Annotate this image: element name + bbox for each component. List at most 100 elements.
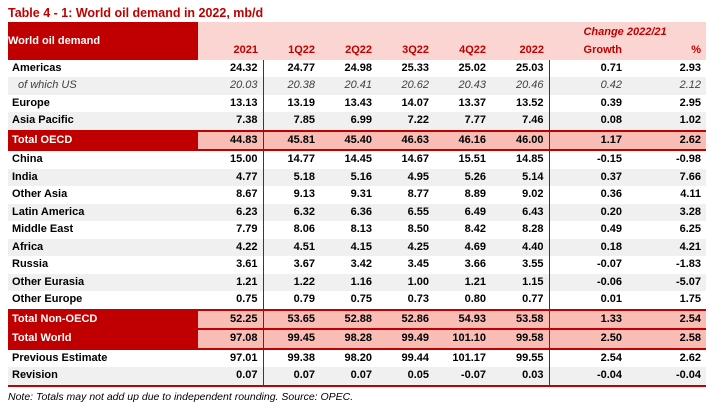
cell: -0.04 [549,367,628,387]
cell: 1.17 [549,129,628,151]
cell: 2.54 [549,348,628,367]
cell: 46.63 [377,129,434,151]
header-spacer [198,22,550,42]
cell: 6.32 [263,203,320,221]
cell: 97.08 [198,328,264,350]
row-label: Europe [8,94,198,112]
cell: 0.75 [320,291,377,310]
cell: 8.13 [320,221,377,239]
cell: 3.28 [627,203,707,221]
row-label: Total Non-OECD [8,308,198,330]
table-row: Total OECD 44.83 45.81 45.40 46.63 46.16 46.00… [8,129,707,151]
col-header-2021: 2021 [198,42,263,60]
corner-header: World oil demand [8,22,198,60]
cell: 7.85 [263,112,320,131]
cell: 4.15 [320,238,377,256]
cell: 99.44 [377,348,434,367]
table-title: Table 4 - 1: World oil demand in 2022, m… [8,6,264,20]
cell: 4.11 [627,186,707,204]
table-body: Americas 24.32 24.77 24.98 25.33 25.02 25.03 0.… [8,59,707,387]
table-row: Asia Pacific 7.38 7.85 6.99 7.22 7.77 7.46 0.08… [8,112,707,131]
cell: 8.28 [491,221,550,239]
row-label: Other Asia [8,186,198,204]
cell: 13.13 [198,94,264,112]
cell: 98.20 [320,348,377,367]
cell: 0.73 [377,291,434,310]
cell: 7.46 [491,112,550,131]
row-label: China [8,150,198,169]
cell: 6.25 [627,221,707,239]
cell: 1.16 [320,273,377,291]
cell: 8.42 [434,221,491,239]
cell: 97.01 [198,348,264,367]
cell: 7.38 [198,112,264,131]
cell: 101.17 [434,348,491,367]
table-row: Total World 97.08 99.45 98.28 99.49 101.10 99.… [8,328,707,350]
cell: 4.22 [198,238,264,256]
cell: 20.38 [263,77,320,95]
cell: -0.07 [434,367,491,387]
cell: 20.03 [198,77,264,95]
cell: 99.45 [263,328,320,350]
table-row: China 15.00 14.77 14.45 14.67 15.51 14.85 -0.15… [8,150,707,169]
cell: 7.77 [434,112,491,131]
cell: 8.77 [377,186,434,204]
row-label: Other Eurasia [8,273,198,291]
cell: 0.75 [198,291,264,310]
table-row: Other Eurasia 1.21 1.22 1.16 1.00 1.21 1.15 -0.… [8,273,707,291]
cell: -0.06 [549,273,628,291]
row-label: Asia Pacific [8,112,198,131]
cell: 2.58 [627,328,707,350]
oil-demand-table: World oil demand Change 2022/21 2021 1Q2… [8,22,707,387]
col-header-2022: 2022 [491,42,550,60]
cell: 3.42 [320,256,377,274]
cell: 2.62 [627,348,707,367]
cell: 4.77 [198,168,264,186]
cell: 1.21 [198,273,264,291]
cell: 0.71 [549,59,628,77]
cell: 0.03 [491,367,550,387]
cell: -0.98 [627,150,707,169]
cell: 6.55 [377,203,434,221]
col-header-growth: Growth [549,42,628,60]
cell: 99.58 [491,328,550,350]
cell: 25.33 [377,59,434,77]
cell: 1.33 [549,308,628,330]
table-header: World oil demand Change 2022/21 2021 1Q2… [8,22,707,60]
cell: 1.00 [377,273,434,291]
cell: -0.04 [627,367,707,387]
table-row: Latin America 6.23 6.32 6.36 6.55 6.49 6.43 0.2… [8,203,707,221]
cell: 44.83 [198,129,264,151]
header-columns-row: 2021 1Q22 2Q22 3Q22 4Q22 2022 Growth % [8,42,707,60]
row-label: Middle East [8,221,198,239]
col-header-2q22: 2Q22 [320,42,377,60]
cell: 1.15 [491,273,550,291]
cell: 5.14 [491,168,550,186]
cell: 0.36 [549,186,628,204]
cell: 0.42 [549,77,628,95]
cell: 0.18 [549,238,628,256]
cell: 3.45 [377,256,434,274]
table-row: Other Asia 8.67 9.13 9.31 8.77 8.89 9.02 0.36 4.… [8,186,707,204]
cell: 6.23 [198,203,264,221]
cell: 1.02 [627,112,707,131]
row-label: Previous Estimate [8,348,198,367]
cell: 0.80 [434,291,491,310]
cell: 7.66 [627,168,707,186]
row-label: Americas [8,59,198,77]
cell: 0.20 [549,203,628,221]
cell: -0.07 [549,256,628,274]
cell: 24.98 [320,59,377,77]
cell: 99.55 [491,348,550,367]
cell: 0.37 [549,168,628,186]
cell: 15.00 [198,150,264,169]
cell: 13.52 [491,94,550,112]
cell: 0.39 [549,94,628,112]
cell: 9.31 [320,186,377,204]
cell: 24.32 [198,59,264,77]
row-label: Latin America [8,203,198,221]
cell: 99.38 [263,348,320,367]
col-header-4q22: 4Q22 [434,42,491,60]
cell: 20.46 [491,77,550,95]
cell: 14.45 [320,150,377,169]
